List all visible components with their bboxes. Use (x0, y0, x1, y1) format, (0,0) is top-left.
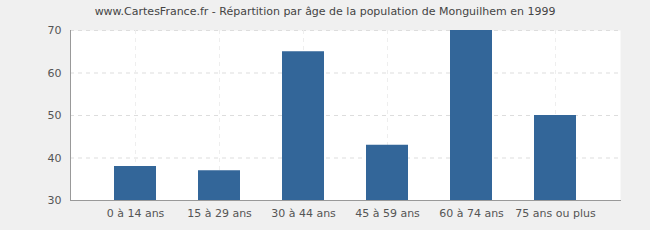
svg-text:30: 30 (48, 194, 62, 207)
svg-text:50: 50 (48, 109, 62, 122)
svg-text:70: 70 (48, 24, 62, 37)
svg-text:40: 40 (48, 152, 62, 165)
svg-text:15 à 29 ans: 15 à 29 ans (187, 207, 252, 220)
svg-text:45 à 59 ans: 45 à 59 ans (355, 207, 420, 220)
svg-text:0 à 14 ans: 0 à 14 ans (107, 207, 165, 220)
html-text:www.CartesFrance.fr - Répartit: www.CartesFrance.fr - Répartition par âg… (94, 5, 556, 18)
svg-text:30 à 44 ans: 30 à 44 ans (271, 207, 336, 220)
svg-text:60 à 74 ans: 60 à 74 ans (439, 207, 504, 220)
svg-text:60: 60 (48, 67, 62, 80)
svg-text:75 ans ou plus: 75 ans ou plus (515, 207, 596, 220)
